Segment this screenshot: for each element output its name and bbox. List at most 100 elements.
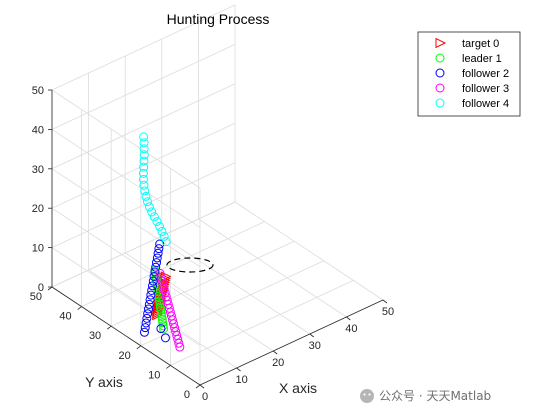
data-point (142, 313, 152, 323)
x-tick-mark (199, 384, 205, 389)
data-point (151, 258, 161, 268)
wall-grid-line (51, 83, 236, 170)
data-point (144, 299, 154, 309)
data-point (161, 237, 171, 247)
wall-grid-line (51, 89, 201, 189)
wechat-icon-eye-left (363, 393, 366, 396)
data-point (160, 333, 170, 343)
x-tick-label: 0 (202, 391, 208, 403)
y-tick-label: 40 (59, 311, 71, 323)
data-point (147, 281, 157, 291)
data-point (141, 191, 151, 201)
data-point (152, 217, 162, 227)
data-point (150, 267, 160, 277)
data-point (151, 262, 161, 272)
data-point (153, 287, 163, 297)
x-tick-mark (272, 350, 278, 355)
floor-grid-line (170, 280, 354, 366)
z-tick-label: 50 (32, 85, 44, 97)
y-tick-label: 0 (184, 389, 190, 401)
x-tick-mark (346, 316, 351, 321)
data-point (139, 162, 149, 172)
y-tick-mark (136, 345, 142, 350)
legend-label: leader 1 (462, 53, 502, 65)
watermark: 公众号 · 天天Matlab (360, 389, 491, 403)
data-point (139, 180, 149, 190)
y-tick-label: 20 (119, 350, 131, 362)
data-point (139, 156, 149, 166)
z-tick-label: 40 (32, 124, 44, 136)
floor-grid-line (81, 221, 265, 307)
data-point (155, 221, 165, 231)
data-point (156, 305, 166, 315)
y-tick-label: 50 (30, 291, 42, 303)
data-point (139, 138, 149, 148)
data-point (140, 186, 150, 196)
data-point (141, 318, 151, 328)
data-point (158, 321, 168, 331)
x-tick-label: 20 (272, 357, 284, 369)
y-tick-mark (166, 365, 171, 369)
y-tick-mark (47, 286, 53, 291)
wall-grid-line (51, 162, 236, 248)
data-point (154, 244, 164, 254)
data-point (157, 311, 167, 321)
data-point (145, 295, 155, 305)
data-point (155, 302, 165, 312)
y-tick-mark (106, 325, 112, 330)
data-point (156, 324, 166, 334)
data-point (152, 253, 162, 263)
z-tick-label: 30 (32, 164, 44, 176)
z-tick-label: 10 (32, 243, 44, 255)
legend-label: follower 2 (462, 68, 509, 80)
data-point (149, 212, 159, 222)
x-tick-label: 30 (309, 340, 321, 352)
x-tick-mark (309, 333, 315, 338)
floor-grid-line (111, 240, 295, 327)
data-point (144, 202, 154, 212)
wall-grid-line (51, 247, 201, 346)
data-point (139, 132, 149, 142)
data-point (139, 150, 149, 160)
data-point (139, 327, 149, 337)
watermark-text: 公众号 · 天天Matlab (379, 389, 491, 403)
data-point (159, 231, 169, 241)
data-point (139, 144, 149, 154)
z-tick-label: 20 (32, 203, 44, 215)
z-tick-label: 0 (38, 282, 44, 294)
y-tick-label: 10 (148, 369, 160, 381)
legend-marker (435, 37, 447, 49)
wall-grid-line (51, 4, 236, 91)
x-axis-line (199, 299, 384, 386)
data-point (138, 174, 148, 184)
data-point (146, 290, 156, 300)
x-tick-mark (236, 367, 241, 372)
grid-lines (51, 4, 384, 386)
x-tick-label: 40 (345, 323, 357, 335)
chart-title: Hunting Process (167, 11, 270, 27)
legend-label: follower 3 (462, 83, 509, 95)
data-points (138, 132, 185, 352)
data-point (147, 207, 157, 217)
y-tick-mark (77, 306, 82, 310)
wall-grid-line (51, 122, 236, 209)
wechat-icon-eye-right (368, 393, 371, 396)
wall-grid-line (51, 201, 236, 288)
data-point (138, 168, 148, 178)
wall-grid-line (51, 207, 201, 307)
data-point (147, 285, 157, 295)
floor-grid-line (161, 235, 311, 335)
y-axis-label: Y axis (85, 374, 123, 390)
x-tick-label: 10 (235, 374, 247, 386)
data-point (140, 323, 150, 333)
wall-grid-line (51, 168, 201, 268)
series-follower-3 (155, 268, 185, 352)
data-point (148, 276, 158, 286)
x-axis-label: X axis (279, 380, 317, 396)
data-point (142, 197, 152, 207)
legend-label: follower 4 (462, 98, 509, 110)
series-extra (156, 324, 170, 343)
